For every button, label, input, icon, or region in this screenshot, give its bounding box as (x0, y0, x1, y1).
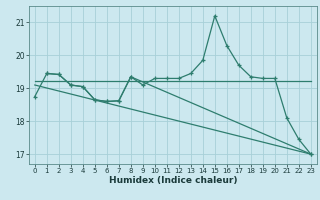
X-axis label: Humidex (Indice chaleur): Humidex (Indice chaleur) (108, 176, 237, 185)
